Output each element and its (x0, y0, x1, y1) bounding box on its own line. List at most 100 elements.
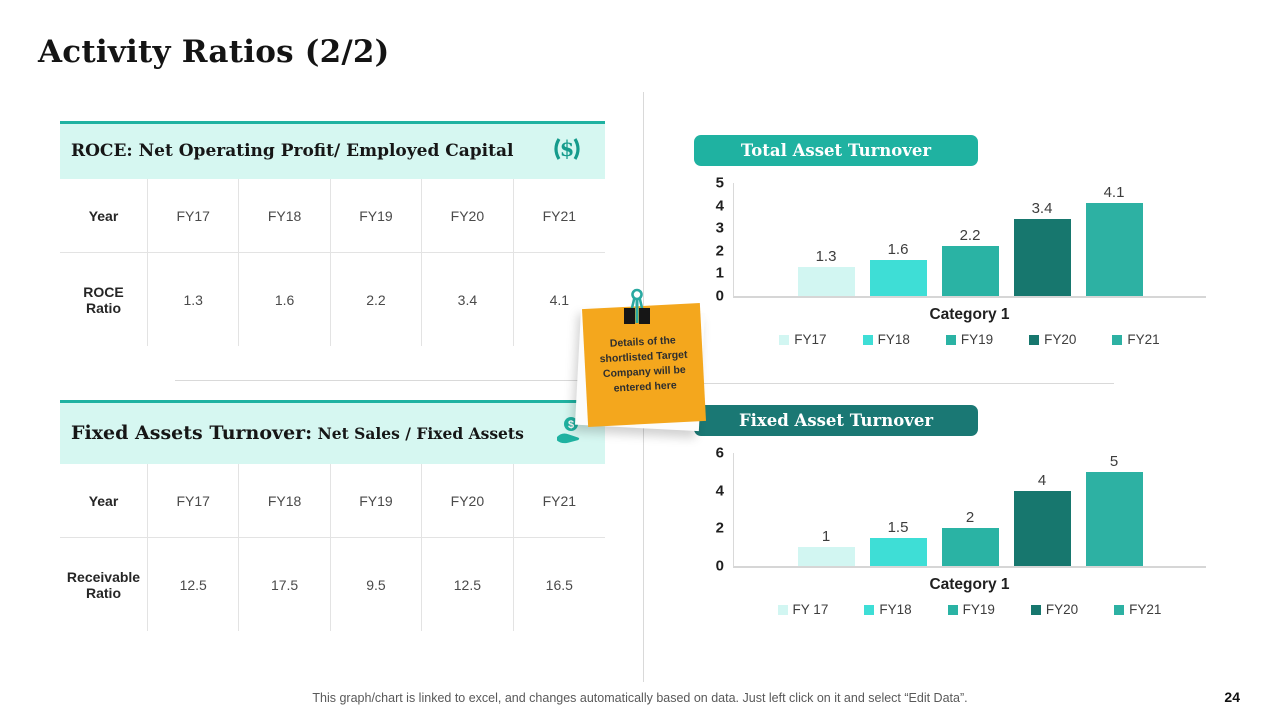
legend-item-FY18[interactable]: FY18 (864, 602, 912, 617)
bar-FY19[interactable]: 2.2 (941, 227, 999, 296)
row-label: Year (60, 464, 148, 537)
plot-area[interactable]: 1 1.5 2 4 5 (733, 453, 1206, 568)
y-axis-tick: 5 (715, 174, 724, 192)
bar[interactable] (941, 246, 999, 296)
bar-value-label: 1.6 (887, 240, 909, 258)
bar-FY21[interactable]: 4.1 (1085, 184, 1143, 296)
y-axis-tick: 3 (715, 219, 724, 237)
bar[interactable] (869, 537, 927, 566)
value-cell: 4.1 (549, 291, 570, 308)
fat-values-row: Receivable Ratio 12.5 17.5 9.5 12.5 16.5 (60, 538, 605, 631)
legend-swatch (1112, 334, 1123, 345)
bar-FY21[interactable]: 5 (1085, 454, 1143, 566)
legend-label: FY 17 (792, 602, 829, 617)
roce-table-header: ROCE: Net Operating Profit/ Employed Cap… (60, 121, 605, 179)
legend-label: FY20 (1044, 332, 1077, 347)
legend-item-FY17[interactable]: FY 17 (777, 602, 829, 617)
bar[interactable] (1085, 471, 1143, 566)
page-title: Activity Ratios (2/2) (38, 34, 390, 70)
fat-years-row: Year FY17 FY18 FY19 FY20 FY21 (60, 464, 605, 538)
legend-swatch (1030, 604, 1041, 615)
bar-value-label: 1.5 (887, 518, 909, 536)
year-cell: FY18 (239, 179, 331, 252)
legend-item-FY21[interactable]: FY21 (1112, 332, 1160, 347)
bars: 1.3 1.6 2.2 3.4 4.1 (734, 185, 1206, 296)
fixed-asset-turnover-chart[interactable]: Fixed Asset Turnover 0 2 4 6 1 1.5 2 4 5 Catego… (694, 405, 1206, 617)
chart-body: 0 2 4 6 1 1.5 2 4 5 (700, 446, 1206, 574)
value-cell: 1.3 (148, 253, 240, 346)
roce-table: ROCE: Net Operating Profit/ Employed Cap… (60, 121, 605, 346)
bar-FY20[interactable]: 3.4 (1013, 200, 1071, 296)
bar-FY18[interactable]: 1.5 (869, 518, 927, 566)
legend-swatch (779, 334, 790, 345)
bar-value-label: 2.2 (959, 227, 981, 245)
value-cell: 2.2 (331, 253, 423, 346)
roce-years-row: Year FY17 FY18 FY19 FY20 FY21 (60, 179, 605, 253)
legend-item-FY20[interactable]: FY20 (1030, 602, 1079, 617)
legend-label: FY18 (877, 332, 910, 347)
y-axis-tick: 2 (715, 242, 724, 260)
bar[interactable] (869, 259, 927, 296)
legend-label: FY20 (1045, 602, 1079, 617)
page-number: 24 (1224, 689, 1240, 705)
year-cell: FY17 (148, 464, 240, 537)
value-cell: 12.5 (422, 538, 514, 631)
y-axis-tick: 4 (715, 197, 724, 215)
legend-item-FY19[interactable]: FY19 (945, 332, 993, 347)
bar-value-label: 1.3 (815, 247, 837, 265)
bar-FY18[interactable]: 1.6 (869, 240, 927, 296)
chart-title: Fixed Asset Turnover (694, 405, 978, 436)
plot-area[interactable]: 1.3 1.6 2.2 3.4 4.1 (733, 183, 1206, 298)
row-label: ROCE Ratio (60, 253, 148, 346)
value-cell: 16.5 (545, 576, 573, 593)
year-cell: FY17 (148, 179, 240, 252)
legend-label: FY19 (962, 602, 995, 617)
year-cell: FY20 (422, 179, 514, 252)
money-cycle-icon: $ (549, 136, 585, 168)
legend-swatch (1114, 604, 1125, 615)
legend-item-FY21[interactable]: FY21 (1114, 602, 1161, 617)
bar-value-label: 3.4 (1031, 200, 1053, 218)
roce-title-main: ROCE: (71, 140, 133, 161)
x-axis-label: Category 1 (929, 306, 1010, 323)
bar-value-label: 4 (1037, 471, 1047, 489)
year-cell: FY21 (542, 492, 577, 509)
year-cell: FY18 (239, 464, 331, 537)
bar-FY17[interactable]: 1.3 (797, 247, 855, 296)
bar[interactable] (1013, 219, 1071, 296)
y-axis-tick: 1 (715, 264, 724, 282)
hand-coin-icon: $ (553, 415, 585, 452)
legend-item-FY17[interactable]: FY17 (779, 332, 827, 347)
legend-item-FY18[interactable]: FY18 (862, 332, 910, 347)
bar[interactable] (797, 266, 855, 296)
value-cell: 12.5 (148, 538, 240, 631)
legend-label: FY21 (1129, 602, 1162, 617)
y-axis-tick: 2 (715, 519, 724, 537)
bar-value-label: 2 (965, 509, 975, 527)
bar-FY17[interactable]: 1 (797, 529, 855, 566)
legend-item-FY19[interactable]: FY19 (947, 602, 995, 617)
bars: 1 1.5 2 4 5 (734, 454, 1206, 566)
bar-value-label: 4.1 (1103, 184, 1125, 202)
chart-title: Total Asset Turnover (694, 135, 978, 166)
fat-table-header: Fixed Assets Turnover: Net Sales / Fixed… (60, 400, 605, 464)
row-label: Year (60, 179, 148, 252)
bar[interactable] (797, 547, 855, 566)
legend-swatch (945, 334, 956, 345)
legend-item-FY20[interactable]: FY20 (1029, 332, 1076, 347)
bar[interactable] (1013, 490, 1071, 566)
bar[interactable] (941, 528, 999, 566)
fixed-assets-turnover-table: Fixed Assets Turnover: Net Sales / Fixed… (60, 400, 605, 631)
y-axis-tick: 0 (715, 557, 724, 575)
bar-FY19[interactable]: 2 (941, 509, 999, 566)
total-asset-turnover-chart[interactable]: Total Asset Turnover 0 1 2 3 4 5 1.3 1.6 2.2 3.4… (694, 135, 1206, 347)
roce-table-title: ROCE: Net Operating Profit/ Employed Cap… (71, 141, 539, 162)
horizontal-divider-left (175, 380, 608, 381)
sticky-note[interactable]: Details of the shortlisted Target Compan… (574, 286, 712, 438)
footer-note: This graph/chart is linked to excel, and… (312, 691, 968, 705)
bar-FY20[interactable]: 4 (1013, 471, 1071, 566)
fat-table-title: Fixed Assets Turnover: Net Sales / Fixed… (71, 422, 543, 446)
y-axis-tick: 0 (715, 287, 724, 305)
bar[interactable] (1085, 203, 1143, 296)
roce-values-row: ROCE Ratio 1.3 1.6 2.2 3.4 4.1 (60, 253, 605, 346)
